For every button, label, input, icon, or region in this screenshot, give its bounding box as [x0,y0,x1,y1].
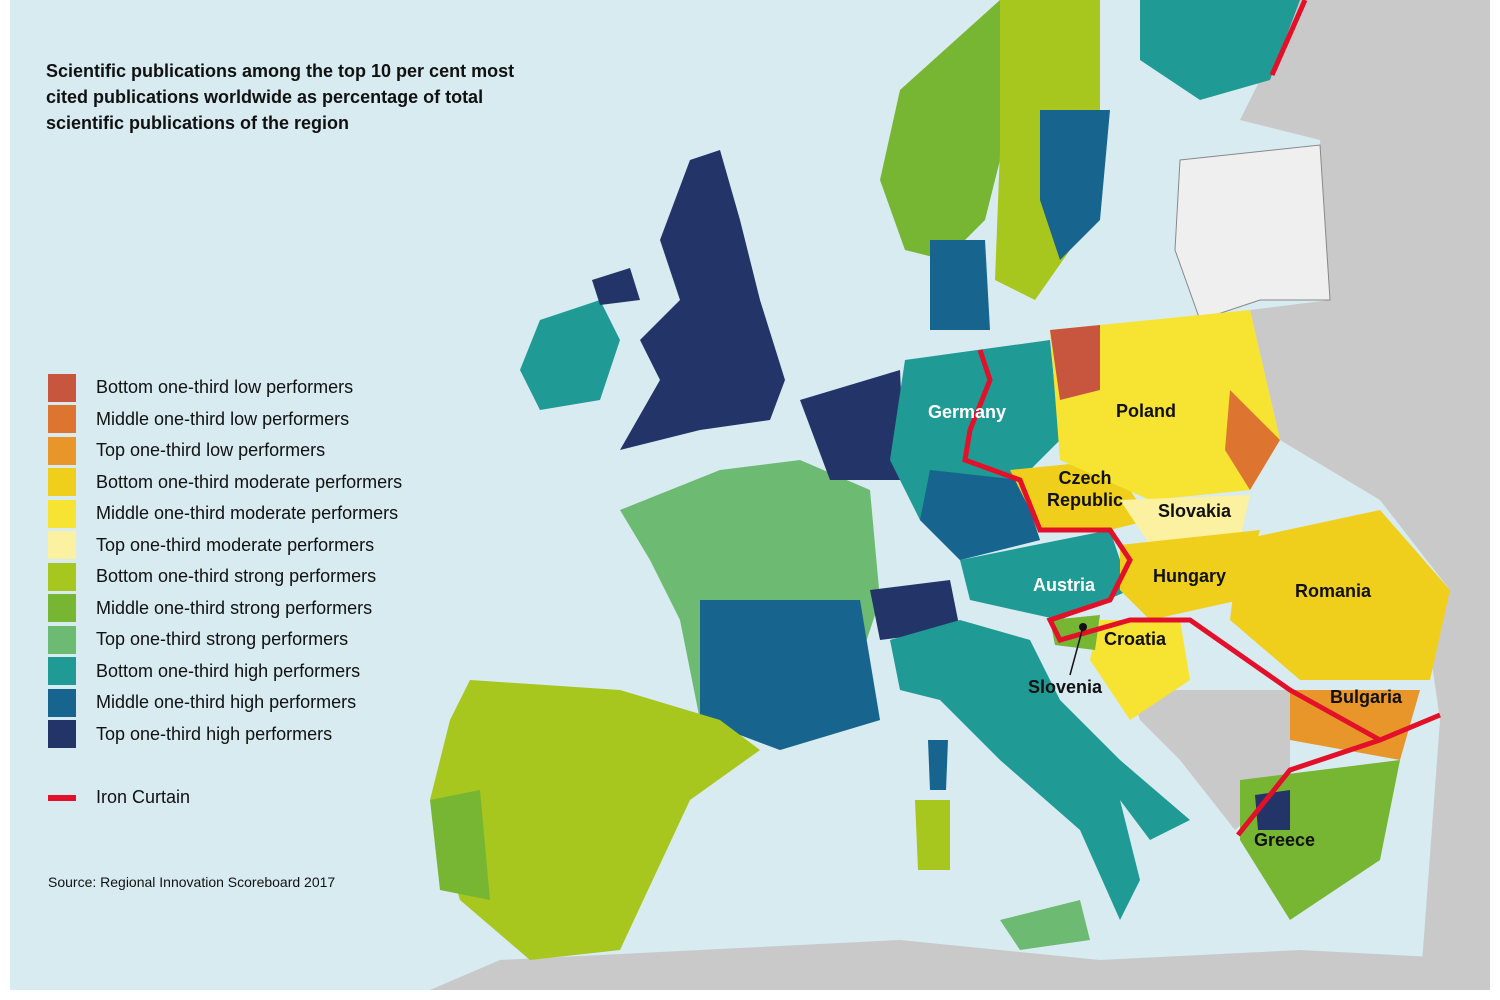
legend-label: Top one-third high performers [96,723,333,744]
legend-item: Middle one-third moderate performers [48,498,402,530]
legend-swatch [48,794,76,801]
legend-item: Top one-third high performers [48,719,402,751]
legend-item: Middle one-third strong performers [48,593,402,625]
non-eu-land [1240,0,1490,990]
legend-label: Top one-third moderate performers [96,534,375,555]
poland-northwest [1050,325,1100,400]
legend-swatch [48,625,76,654]
legend-item: Bottom one-third moderate performers [48,467,402,499]
legend-item: Bottom one-third high performers [48,656,402,688]
legend-label: Bottom one-third high performers [96,660,361,681]
legend-label: Middle one-third low performers [96,408,350,429]
country-label: Bulgaria [1330,687,1403,707]
legend-swatch [48,562,76,591]
legend-label: Bottom one-third strong performers [96,566,377,587]
legend-item: Middle one-third low performers [48,404,402,436]
slovakia [1120,495,1250,545]
switzerland [870,580,960,640]
spain [430,680,760,960]
austria [960,530,1130,620]
legend-item: Top one-third low performers [48,435,402,467]
legend-label: Bottom one-third low performers [96,377,354,398]
portugal [430,790,490,900]
poland-east [1225,390,1280,490]
uk [620,150,785,450]
legend: Bottom one-third low performers Middle on… [48,372,402,814]
legend-swatch [48,468,76,497]
france-south [700,600,880,750]
legend-item: Top one-third moderate performers [48,530,402,562]
north-africa [430,940,1490,990]
title: Scientific publications among the top 10… [46,61,515,133]
ireland [520,300,620,410]
legend-swatch [48,688,76,717]
benelux [800,370,905,480]
legend-item: Top one-third strong performers [48,624,402,656]
denmark [930,240,990,330]
country-label: Germany [928,402,1007,422]
italy [890,620,1190,920]
poland [1050,310,1280,500]
legend-swatch [48,499,76,528]
iron-curtain-line [1269,0,1308,77]
legend-label: Middle one-third strong performers [96,597,373,618]
legend-swatch [48,373,76,402]
legend-swatch [48,720,76,749]
legend-swatch [48,657,76,686]
legend-label: Iron Curtain [96,787,191,808]
legend-label: Middle one-third high performers [96,692,357,713]
legend-item: Bottom one-third strong performers [48,561,402,593]
source: Source: Regional Innovation Scoreboard 2… [48,874,336,890]
legend-swatch [48,531,76,560]
hungary [1120,530,1260,620]
legend-label: Bottom one-third moderate performers [96,471,403,492]
legend-label: Top one-third strong performers [96,629,349,650]
legend-label: Top one-third low performers [96,440,326,461]
romania [1230,510,1450,680]
sardinia [915,800,950,870]
baltics [1174,144,1331,321]
legend-swatch [48,594,76,623]
country-label: Poland [1116,401,1177,421]
country-label: Hungary [1153,566,1227,586]
country-label: Austria [1033,575,1096,595]
legend-swatch [48,405,76,434]
sicily [1000,900,1090,950]
iron-curtain-line [1236,737,1381,837]
finland [1140,0,1300,100]
norway [880,0,1010,260]
northern-ireland [592,268,640,305]
pointer-line [1069,626,1084,676]
iron-curtain-line [962,349,1441,743]
corsica [928,740,948,790]
croatia [1090,620,1190,720]
germany-south [920,470,1040,560]
legend-label: Middle one-third moderate performers [96,503,399,524]
pointer-dot [1079,623,1087,631]
country-label: Slovakia [1158,501,1232,521]
country-label: Croatia [1104,629,1167,649]
legend-item: Bottom one-third low performers [48,372,402,404]
legend-item: Middle one-third high performers [48,687,402,719]
sweden-south [1040,110,1110,260]
country-label: Slovenia [1028,677,1103,697]
country-label: Czech Republic [1046,468,1123,510]
legend-swatch [48,436,76,465]
country-label: Romania [1295,581,1372,601]
country-label: Greece [1254,830,1316,850]
legend-item: Iron Curtain [48,782,402,814]
